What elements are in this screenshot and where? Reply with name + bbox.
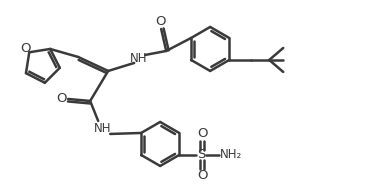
Text: O: O (20, 42, 31, 55)
Text: O: O (197, 169, 207, 183)
Text: S: S (197, 148, 205, 161)
Text: NH₂: NH₂ (220, 148, 242, 161)
Text: NH: NH (129, 52, 147, 66)
Text: NH: NH (93, 122, 111, 136)
Text: O: O (197, 128, 207, 140)
Text: O: O (155, 15, 166, 28)
Text: O: O (56, 92, 66, 105)
